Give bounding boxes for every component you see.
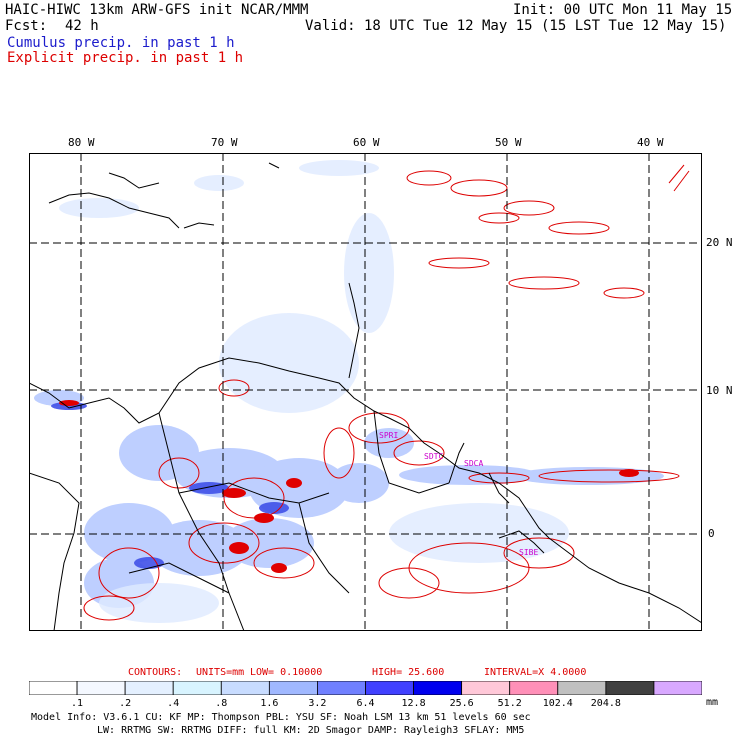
colorbar-swatch [461,681,511,695]
coastlines [29,162,702,631]
colorbar-tick-label: .8 [215,698,228,709]
colorbar-swatch [124,681,174,695]
lat-label: 10 N [706,384,733,397]
model-info-line2: LW: RRTMG SW: RRTMG DIFF: full KM: 2D Sm… [97,725,525,736]
colorbar-tick-label: .2 [119,698,132,709]
colorbar-tick-label: 6.4 [356,698,375,709]
lat-label: 0 [708,527,715,540]
contours-high: HIGH= 25.600 [372,667,445,678]
station-label: SDCA [464,459,483,468]
lat-label: 20 N [706,236,733,249]
lon-label: 50 W [495,136,522,149]
colorbar-swatch [220,681,270,695]
colorbar-tick-label: 204.8 [590,698,621,709]
precip-map: SPRI SDTC SDCA SIBE [29,153,702,631]
colorbar-swatch [268,681,318,695]
colorbar-swatch [509,681,559,695]
lat-lon-grid [29,153,702,631]
contours-low: LOW= 0.10000 [250,667,323,678]
colorbar-swatch [365,681,414,695]
colorbar-swatch [653,681,702,695]
precip-colorbar [29,681,702,695]
init-time: Init: 00 UTC Mon 11 May 15 [513,2,733,18]
colorbar-tick-label: 102.4 [542,698,573,709]
explicit-legend: Explicit precip. in past 1 h [7,50,244,66]
cumulus-legend: Cumulus precip. in past 1 h [7,35,235,51]
colorbar-swatch [172,681,222,695]
colorbar-tick-label: 25.6 [449,698,474,709]
contours-interval: INTERVAL=X 4.0000 [484,667,587,678]
colorbar-tick-label: 51.2 [497,698,522,709]
forecast-label: Fcst: [5,18,48,34]
station-label: SDTC [424,452,443,461]
colorbar-swatch [557,681,607,695]
contours-units: UNITS=mm [196,667,245,678]
colorbar-tick-label: .1 [71,698,84,709]
station-label: SPRI [379,431,398,440]
forecast-hour: 42 h [65,18,99,34]
lon-label: 40 W [637,136,664,149]
contours-label: CONTOURS: [128,667,183,678]
colorbar-tick-label: 1.6 [260,698,279,709]
model-info-line1: Model Info: V3.6.1 CU: KF MP: Thompson P… [31,712,531,723]
colorbar-swatch [605,681,655,695]
map-title: HAIC-HIWC 13km ARW-GFS init NCAR/MMM [5,2,309,18]
lon-label: 70 W [211,136,238,149]
station-label: SIBE [519,548,538,557]
lon-label: 80 W [68,136,95,149]
colorbar-swatch [413,681,463,695]
colorbar-unit: mm [706,697,719,708]
colorbar-swatch [76,681,126,695]
colorbar-tick-label: 3.2 [308,698,327,709]
colorbar-tick-label: .4 [167,698,180,709]
colorbar-swatch [317,681,366,695]
colorbar-swatch [29,681,78,695]
valid-time: Valid: 18 UTC Tue 12 May 15 (15 LST Tue … [305,18,727,34]
lon-label: 60 W [353,136,380,149]
colorbar-tick-label: 12.8 [401,698,426,709]
